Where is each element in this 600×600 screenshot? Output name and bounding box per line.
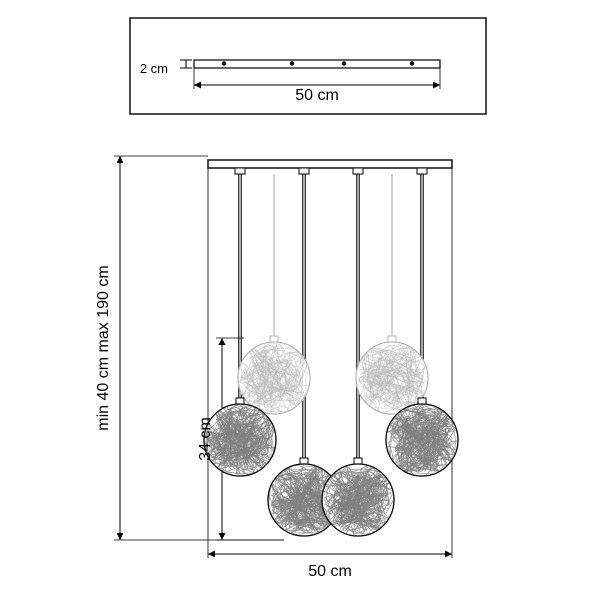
dim-top-width: 50 cm: [295, 87, 339, 104]
dim-plate-thickness: 2 cm: [140, 61, 168, 76]
pendant-globe: [238, 336, 312, 414]
dim-total-height: min 40 cm max 190 cm: [95, 265, 112, 430]
pendant-globe: [322, 458, 397, 536]
dim-front-width: 50 cm: [308, 563, 352, 580]
dim-globe-span: 34 cm: [197, 417, 214, 461]
pendant-globe: [356, 336, 428, 416]
